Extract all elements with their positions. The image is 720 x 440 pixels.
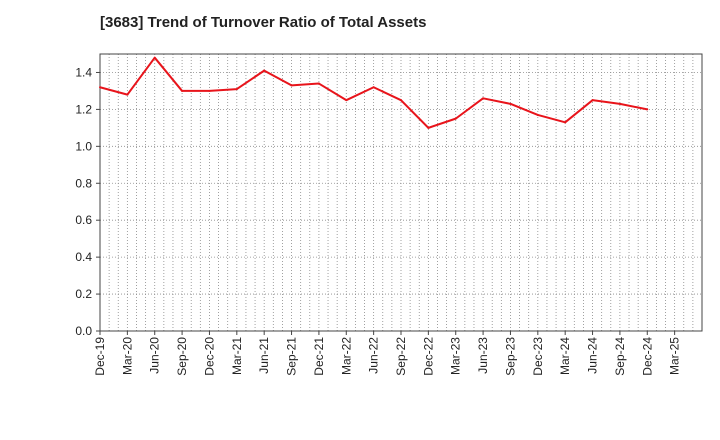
y-tick-label: 0.0 [75,324,92,338]
x-tick-label: Jun-24 [586,337,600,374]
x-tick-label: Dec-23 [531,337,545,376]
x-tick-label: Sep-23 [503,337,517,376]
y-axis: 0.0 0.2 0.4 0.6 0.8 1.0 1.2 1.4 [75,65,100,338]
data-point [99,86,101,89]
data-point [153,56,156,59]
data-point [536,113,539,116]
x-tick-label: Dec-19 [93,337,107,376]
x-tick-label: Jun-22 [367,337,381,374]
series-group [99,56,649,129]
data-point [454,117,457,120]
x-tick-label: Sep-21 [285,337,299,376]
grid-lines [100,54,702,331]
x-tick-label: Mar-20 [120,337,134,375]
x-tick-label: Dec-24 [640,337,654,376]
data-point [181,89,184,92]
y-tick-label: 0.8 [75,176,92,190]
data-point [509,102,512,105]
x-tick-label: Mar-21 [230,337,244,375]
data-point [290,84,293,87]
y-tick-label: 0.2 [75,287,92,301]
x-tick-label: Dec-20 [202,337,216,376]
x-axis: Dec-19 Mar-20 Jun-20 Sep-20 Dec-20 Mar-21 Jun-… [93,331,682,376]
y-tick-label: 1.0 [75,139,92,153]
y-tick-label: 0.4 [75,250,92,264]
y-tick-label: 0.6 [75,213,92,227]
x-tick-label: Sep-24 [613,337,627,376]
data-point [263,69,266,72]
x-tick-label: Jun-23 [476,337,490,374]
x-tick-label: Sep-22 [394,337,408,376]
x-tick-label: Jun-21 [257,337,271,374]
data-point [208,89,211,92]
x-tick-label: Dec-21 [312,337,326,376]
data-point [427,126,430,129]
y-tick-label: 1.4 [75,65,92,79]
chart-title: [3683] Trend of Turnover Ratio of Total … [100,14,427,31]
x-tick-label: Sep-20 [175,337,189,376]
y-tick-label: 1.2 [75,102,92,116]
data-point [400,99,402,102]
data-point [646,108,649,111]
data-point [126,93,129,96]
data-point [317,82,320,85]
x-tick-label: Dec-22 [421,337,435,376]
data-point [564,121,567,124]
data-point [372,86,375,89]
x-tick-label: Mar-25 [668,337,682,375]
data-point [591,99,594,102]
data-point [618,102,621,105]
x-tick-label: Mar-24 [558,337,572,375]
data-point [482,97,485,100]
x-tick-label: Mar-22 [339,337,353,375]
x-tick-label: Mar-23 [449,337,463,375]
data-point [235,88,238,91]
x-tick-label: Jun-20 [148,337,162,374]
data-point [345,99,348,102]
